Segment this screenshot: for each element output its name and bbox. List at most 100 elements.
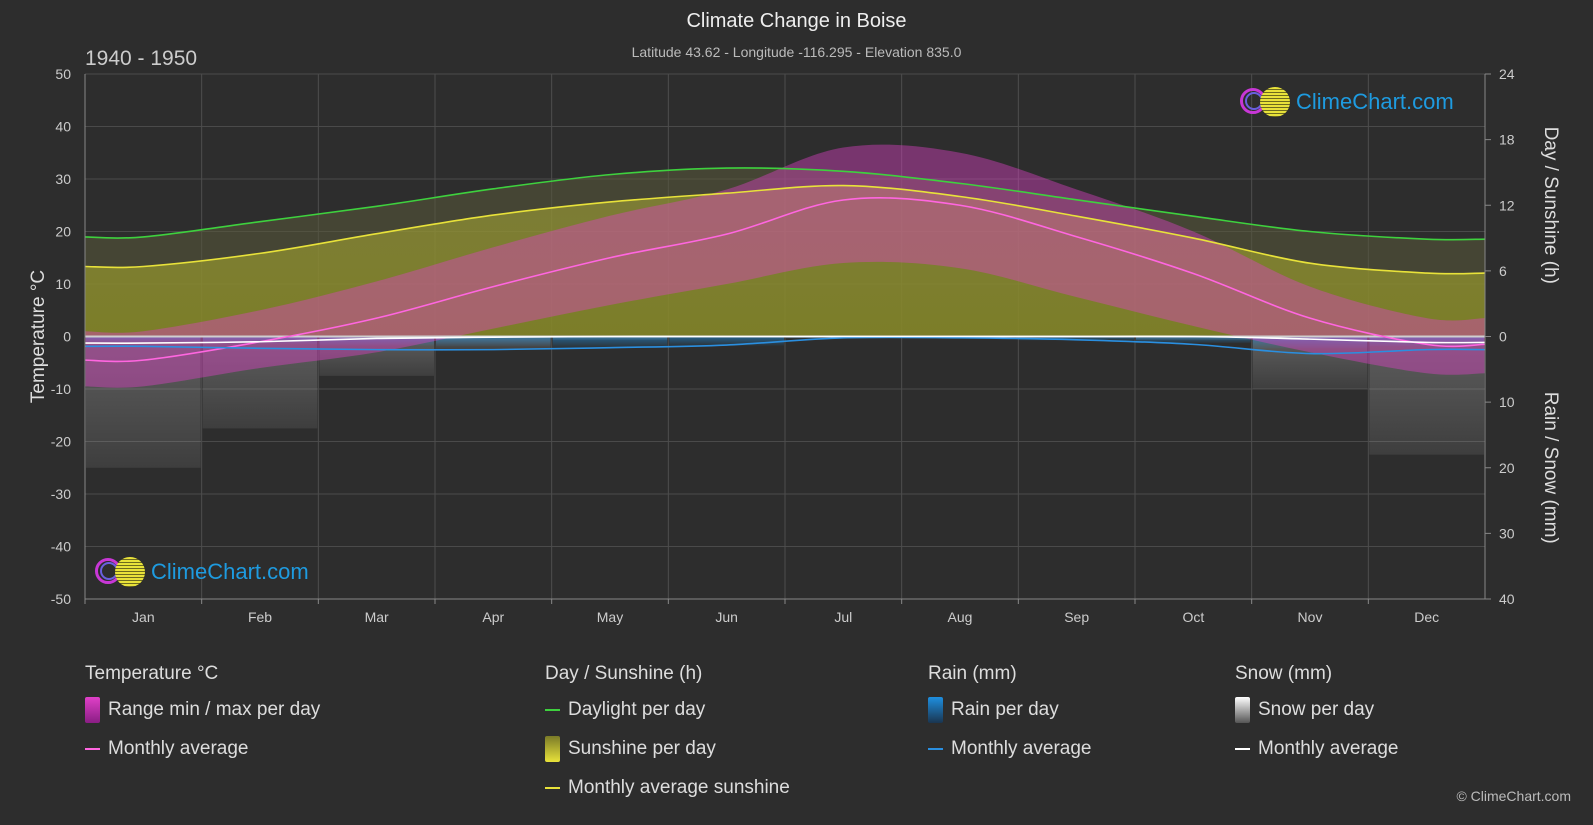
legend-temperature: Temperature °C Range min / max per day M…	[85, 663, 320, 775]
y3-tick-label: 30	[1499, 525, 1515, 541]
y2-tick-label: 0	[1499, 329, 1507, 345]
x-tick-label: Oct	[1182, 609, 1204, 625]
x-tick-label: Feb	[248, 609, 272, 625]
legend-item: Monthly average	[928, 736, 1091, 762]
x-tick-label: Nov	[1298, 609, 1323, 625]
copyright: © ClimeChart.com	[1456, 788, 1571, 804]
legend-head: Temperature °C	[85, 663, 219, 684]
y2-tick-label: 18	[1499, 132, 1515, 148]
legend-swatch	[928, 697, 943, 723]
y-tick-label: -10	[51, 381, 71, 397]
chart-lines	[84, 167, 1486, 363]
legend-sunshine: Day / Sunshine (h) Daylight per day Suns…	[545, 663, 790, 814]
legend-swatch	[1235, 748, 1250, 750]
daylight-line	[84, 167, 1486, 241]
legend-item: Sunshine per day	[545, 736, 790, 762]
rain-bar	[319, 336, 434, 346]
legend-label: Daylight per day	[568, 699, 706, 720]
rain-bar	[86, 336, 201, 344]
y-tick-label: -40	[51, 539, 71, 555]
temperature-average-line	[84, 197, 1486, 363]
rain-bar	[436, 336, 551, 347]
y-tick-label: 10	[55, 276, 71, 292]
legend-item: Monthly average	[85, 736, 320, 762]
legend-label: Range min / max per day	[108, 699, 321, 720]
legend-swatch	[928, 748, 943, 750]
legend-head: Rain (mm)	[928, 663, 1017, 684]
legend-label: Sunshine per day	[568, 738, 716, 759]
legend-swatch	[85, 697, 100, 723]
snow-bar	[1369, 336, 1484, 455]
legend-swatch	[85, 748, 100, 750]
legend-label: Rain per day	[951, 699, 1059, 720]
x-tick-label: May	[597, 609, 623, 625]
rain-bar	[552, 336, 668, 348]
y2-tick-label: 24	[1499, 66, 1515, 82]
x-tick-label: Mar	[365, 609, 389, 625]
legend-label: Monthly average sunshine	[568, 777, 790, 798]
legend-label: Monthly average	[951, 738, 1092, 759]
y3-tick-label: 20	[1499, 460, 1515, 476]
y-tick-label: -50	[51, 591, 71, 607]
snow-average-line	[84, 335, 1486, 344]
climate-chart: 50 40 30 20 10 0 -10 -20 -30 -40 -50 24 18 12 6 0 10 20 30…	[28, 66, 1561, 625]
rain-bar	[1019, 336, 1134, 341]
y-tick-label: 40	[55, 119, 71, 135]
rain-bar	[1136, 336, 1251, 344]
logo-bottom[interactable]: ClimeChart.com	[95, 556, 309, 588]
y3-tick-label: 10	[1499, 394, 1515, 410]
legend-item: Range min / max per day	[85, 697, 320, 723]
sunshine-average-line	[84, 184, 1486, 275]
logo-icon	[1240, 86, 1292, 118]
snow-bar	[86, 336, 201, 468]
legend-item: Snow per day	[1235, 697, 1398, 723]
chart-fills	[85, 144, 1485, 468]
y-tick-label: -20	[51, 434, 71, 450]
legend-label: Monthly average	[1258, 738, 1399, 759]
y2-tick-label: 12	[1499, 197, 1515, 213]
legend-item: Monthly average sunshine	[545, 775, 790, 801]
y-tick-label: 20	[55, 224, 71, 240]
rain-bar	[202, 336, 318, 345]
rain-bar	[1369, 336, 1484, 347]
x-tick-label: Dec	[1414, 609, 1439, 625]
snow-bar	[202, 336, 318, 429]
legend-label: Monthly average	[108, 738, 249, 759]
legend-item: Monthly average	[1235, 736, 1398, 762]
x-tick-label: Jun	[715, 609, 738, 625]
y2-axis-title: Day / Sunshine (h)	[1540, 127, 1561, 284]
legend-item: Daylight per day	[545, 697, 790, 723]
x-tick-label: Apr	[482, 609, 504, 625]
y3-axis-title: Rain / Snow (mm)	[1540, 392, 1561, 544]
y-tick-label: 0	[63, 329, 71, 345]
chart-axes: 50 40 30 20 10 0 -10 -20 -30 -40 -50 24 18 12 6 0 10 20 30…	[28, 66, 1561, 625]
y-axis-title: Temperature °C	[28, 270, 49, 403]
y-tick-label: 30	[55, 171, 71, 187]
y3-tick-label: 40	[1499, 591, 1515, 607]
sunshine-area	[85, 185, 1485, 337]
y-tick-label: 50	[55, 66, 71, 82]
chart-title: Climate Change in Boise	[686, 10, 907, 32]
y2-tick-label: 6	[1499, 263, 1507, 279]
chart-subtitle: Latitude 43.62 - Longitude -116.295 - El…	[631, 44, 962, 60]
period-label: 1940 - 1950	[85, 47, 198, 70]
logo-top[interactable]: ClimeChart.com	[1240, 86, 1454, 118]
logo-icon	[95, 556, 147, 588]
legend-label: Snow per day	[1258, 699, 1375, 720]
legend-snow: Snow (mm) Snow per day Monthly average	[1235, 663, 1398, 775]
legend-item: Rain per day	[928, 697, 1091, 723]
legend-swatch	[545, 709, 560, 711]
rain-bar	[669, 336, 784, 346]
legend-rain: Rain (mm) Rain per day Monthly average	[928, 663, 1091, 775]
legend-swatch	[545, 787, 560, 789]
legend-head: Snow (mm)	[1235, 663, 1333, 684]
rain-average-line	[84, 336, 1486, 355]
x-tick-label: Jul	[834, 609, 852, 625]
y-tick-label: -30	[51, 486, 71, 502]
logo-text: ClimeChart.com	[1296, 89, 1454, 114]
legend-swatch	[545, 736, 560, 762]
legend-swatch	[1235, 697, 1250, 723]
logo-text: ClimeChart.com	[151, 559, 309, 584]
rain-bar	[1252, 336, 1368, 349]
x-tick-label: Sep	[1064, 609, 1089, 625]
